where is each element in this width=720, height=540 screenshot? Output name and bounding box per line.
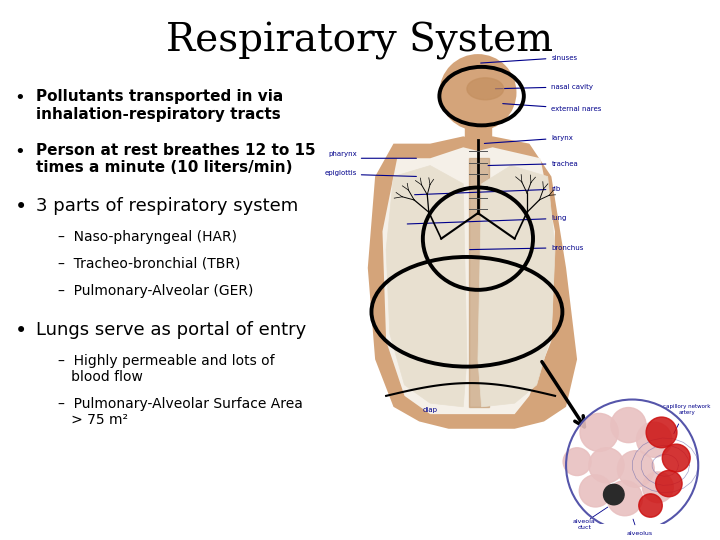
Circle shape [618, 451, 654, 487]
Text: –  Pulmonary-Alveolar (GER): – Pulmonary-Alveolar (GER) [58, 284, 253, 298]
Polygon shape [368, 136, 577, 429]
Text: larynx: larynx [485, 135, 573, 144]
Bar [465, 92, 491, 140]
Text: •: • [14, 89, 25, 107]
Text: –  Pulmonary-Alveolar Surface Area
   > 75 m²: – Pulmonary-Alveolar Surface Area > 75 m… [58, 397, 302, 427]
Text: Lungs serve as portal of entry: Lungs serve as portal of entry [36, 321, 306, 339]
Text: –  Highly permeable and lots of
   blood flow: – Highly permeable and lots of blood flo… [58, 354, 274, 384]
Polygon shape [478, 166, 555, 407]
Circle shape [603, 484, 624, 505]
Circle shape [662, 444, 690, 472]
Text: alveolus: alveolus [626, 531, 652, 536]
Text: Person at rest breathes 12 to 15
times a minute (10 liters/min): Person at rest breathes 12 to 15 times a… [36, 143, 315, 176]
Text: Pollutants transported in via
inhalation-respiratory tracts: Pollutants transported in via inhalation… [36, 89, 283, 122]
Bar [469, 158, 489, 407]
Text: alveola
duct: alveola duct [573, 519, 595, 530]
Circle shape [611, 408, 646, 443]
Circle shape [636, 422, 672, 457]
Text: 3 parts of respiratory system: 3 parts of respiratory system [36, 197, 298, 215]
Circle shape [646, 417, 677, 448]
Text: bronchus: bronchus [469, 245, 584, 251]
Circle shape [642, 472, 673, 503]
Circle shape [589, 448, 624, 483]
Text: external nares: external nares [503, 104, 602, 112]
Text: nasal cavity: nasal cavity [495, 84, 593, 90]
Circle shape [607, 481, 642, 516]
Polygon shape [386, 166, 467, 407]
Text: pharynx: pharynx [328, 151, 357, 158]
Circle shape [639, 494, 662, 517]
Text: •: • [14, 321, 27, 341]
Text: •: • [14, 197, 27, 217]
Text: trachea: trachea [488, 160, 578, 166]
Text: •: • [14, 143, 25, 161]
Text: lung: lung [408, 215, 567, 224]
Text: rib: rib [415, 186, 561, 195]
Polygon shape [382, 147, 555, 414]
Text: diap: diap [423, 407, 438, 413]
Circle shape [439, 54, 516, 131]
Circle shape [563, 448, 591, 476]
Text: capillory network
artery: capillory network artery [664, 404, 711, 415]
Text: sinuses: sinuses [481, 55, 577, 63]
Circle shape [580, 475, 611, 507]
Circle shape [580, 414, 618, 451]
Circle shape [656, 470, 682, 497]
Ellipse shape [467, 78, 504, 100]
Text: –  Naso-pharyngeal (HAR): – Naso-pharyngeal (HAR) [58, 230, 237, 244]
Text: epiglottis: epiglottis [325, 170, 357, 176]
Text: –  Tracheo-bronchial (TBR): – Tracheo-bronchial (TBR) [58, 256, 240, 271]
Text: Respiratory System: Respiratory System [166, 22, 554, 59]
